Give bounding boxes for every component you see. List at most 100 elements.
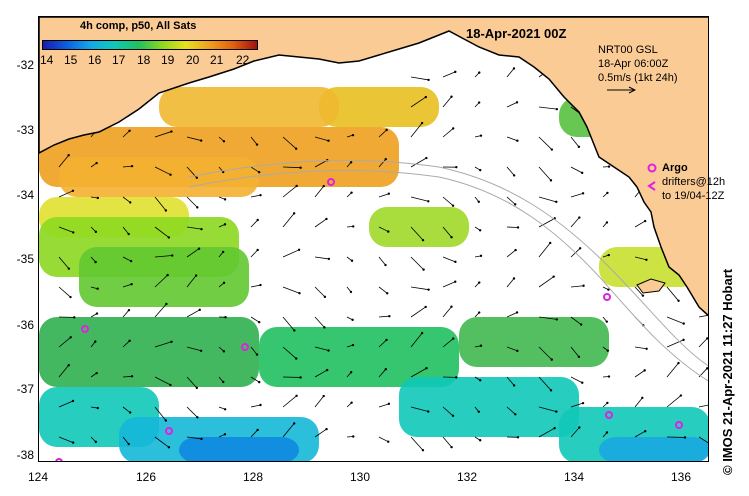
sst-map bbox=[39, 17, 708, 461]
current-arrow bbox=[442, 306, 452, 318]
current-arrow-head bbox=[478, 229, 482, 232]
current-arrow bbox=[442, 281, 456, 288]
sst-patch bbox=[159, 87, 339, 127]
current-arrow-head bbox=[479, 344, 483, 347]
current-arrow-head bbox=[478, 281, 481, 284]
colorbar-label: 14 bbox=[40, 53, 54, 67]
current-arrow bbox=[506, 346, 518, 352]
current-arrow-head bbox=[454, 70, 457, 74]
colorbar-label: 16 bbox=[88, 53, 102, 67]
current-arrow-head bbox=[606, 191, 609, 195]
current-arrow-head bbox=[516, 139, 519, 142]
current-arrow bbox=[154, 131, 172, 138]
argo-drifter-marker bbox=[241, 343, 249, 351]
argo-drifters bbox=[55, 178, 683, 461]
current-arrow-head bbox=[420, 331, 424, 335]
current-arrow bbox=[538, 196, 557, 203]
current-arrow-head bbox=[582, 284, 585, 287]
argo-drifter-marker bbox=[675, 421, 683, 429]
current-arrow-head bbox=[258, 380, 261, 384]
current-arrow bbox=[378, 315, 390, 318]
current-arrow-head bbox=[130, 283, 133, 286]
argo-drifter-marker bbox=[55, 458, 63, 461]
y-tick-label: -35 bbox=[16, 252, 34, 266]
current-arrow bbox=[154, 406, 167, 421]
current-arrow-head bbox=[645, 347, 648, 350]
current-arrow-head bbox=[195, 176, 199, 180]
current-arrow-head bbox=[71, 441, 75, 444]
current-arrow bbox=[538, 406, 557, 412]
current-arrow-head bbox=[295, 357, 298, 360]
current-arrow-head bbox=[705, 367, 708, 370]
current-arrow-head bbox=[427, 410, 430, 413]
current-arrow bbox=[186, 436, 202, 440]
current-arrow bbox=[122, 165, 133, 168]
current-arrow-head bbox=[351, 343, 355, 347]
current-arrow-head bbox=[578, 247, 582, 250]
imos-credit: © IMOS 21-Apr-2021 11:27 Hobart bbox=[720, 268, 735, 475]
current-arrow-head bbox=[479, 134, 483, 137]
current-arrow-head bbox=[222, 350, 226, 353]
current-arrow-head bbox=[384, 367, 387, 371]
current-arrow bbox=[442, 71, 456, 78]
current-arrow bbox=[378, 436, 389, 443]
current-arrow bbox=[122, 226, 129, 235]
current-arrow-head bbox=[385, 128, 388, 132]
current-arrow bbox=[410, 436, 424, 451]
current-arrow bbox=[314, 346, 329, 351]
current-arrow bbox=[538, 316, 557, 320]
current-arrow bbox=[378, 193, 389, 198]
x-tick-label: 128 bbox=[242, 470, 264, 484]
current-arrow-head bbox=[194, 274, 198, 277]
current-arrow-head bbox=[452, 127, 455, 130]
current-arrow bbox=[250, 249, 258, 258]
drifter-marker-icon bbox=[647, 181, 656, 191]
current-arrow bbox=[634, 430, 646, 438]
colorbar-label: 18 bbox=[137, 53, 151, 67]
current-arrow bbox=[698, 338, 708, 348]
current-arrow-head bbox=[514, 203, 517, 206]
sst-patch bbox=[79, 247, 249, 307]
current-arrow-head bbox=[679, 394, 683, 397]
current-arrow-head bbox=[477, 101, 481, 104]
current-arrow-head bbox=[577, 145, 581, 149]
colorbar-label: 19 bbox=[161, 53, 175, 67]
current-arrow bbox=[666, 339, 684, 348]
current-arrow-head bbox=[386, 292, 389, 295]
current-arrow-head bbox=[200, 227, 203, 231]
argo-drifter-marker bbox=[605, 411, 613, 419]
current-arrow-head bbox=[171, 254, 174, 257]
current-arrow-head bbox=[170, 340, 173, 343]
y-tick-label: -36 bbox=[16, 318, 34, 332]
current-arrow-head bbox=[351, 133, 355, 137]
current-arrow-head bbox=[299, 166, 302, 169]
current-arrow bbox=[410, 406, 429, 412]
current-arrow-head bbox=[512, 277, 516, 280]
current-arrow-head bbox=[577, 355, 581, 359]
current-arrow bbox=[122, 196, 131, 203]
current-arrow bbox=[538, 136, 553, 150]
current-arrow-head bbox=[581, 192, 585, 195]
current-arrow-head bbox=[425, 156, 428, 160]
current-arrow-head bbox=[580, 171, 584, 175]
current-arrow-head bbox=[71, 189, 75, 193]
current-arrow-head bbox=[549, 389, 553, 392]
current-arrow-head bbox=[477, 410, 480, 413]
current-arrow-head bbox=[96, 196, 99, 200]
current-arrow-head bbox=[256, 248, 259, 252]
current-arrow-head bbox=[451, 414, 455, 417]
current-arrow bbox=[154, 341, 172, 348]
current-arrow bbox=[506, 68, 515, 78]
current-arrow-head bbox=[578, 426, 581, 429]
current-arrow-head bbox=[256, 428, 259, 432]
current-arrow-head bbox=[514, 413, 517, 416]
current-arrow-head bbox=[294, 147, 298, 150]
scale-arrow-icon bbox=[607, 86, 637, 94]
current-arrow bbox=[506, 249, 516, 258]
colorbar-title: 4h comp, p50, All Sats bbox=[80, 20, 197, 32]
current-arrow-head bbox=[323, 295, 327, 299]
current-arrow bbox=[698, 314, 708, 318]
current-arrow bbox=[58, 256, 70, 269]
current-arrow-head bbox=[169, 383, 172, 387]
current-arrow-head bbox=[349, 161, 353, 164]
